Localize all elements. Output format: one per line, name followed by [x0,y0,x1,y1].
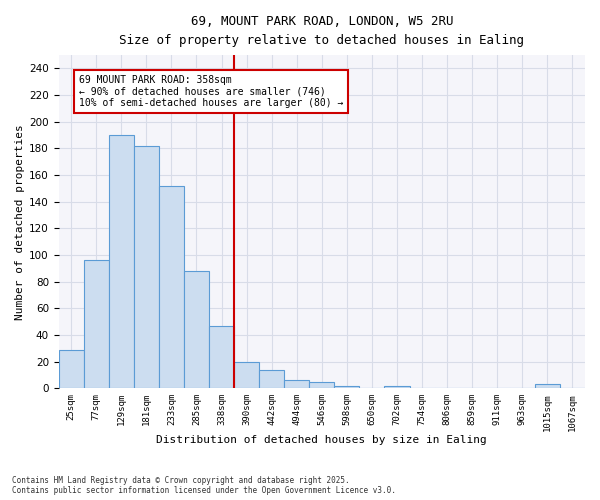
Text: Contains HM Land Registry data © Crown copyright and database right 2025.
Contai: Contains HM Land Registry data © Crown c… [12,476,396,495]
Bar [309,382,334,388]
Bar [134,146,159,388]
Title: 69, MOUNT PARK ROAD, LONDON, W5 2RU
Size of property relative to detached houses: 69, MOUNT PARK ROAD, LONDON, W5 2RU Size… [119,15,524,47]
Bar [184,271,209,388]
Bar [535,384,560,388]
Bar [284,380,309,388]
Bar [59,350,84,389]
Bar [334,386,359,388]
Y-axis label: Number of detached properties: Number of detached properties [15,124,25,320]
Bar [109,135,134,388]
Bar [385,386,410,388]
Text: 69 MOUNT PARK ROAD: 358sqm
← 90% of detached houses are smaller (746)
10% of sem: 69 MOUNT PARK ROAD: 358sqm ← 90% of deta… [79,75,343,108]
Bar [259,370,284,388]
X-axis label: Distribution of detached houses by size in Ealing: Distribution of detached houses by size … [157,435,487,445]
Bar [159,186,184,388]
Bar [234,362,259,388]
Bar [209,326,234,388]
Bar [84,260,109,388]
